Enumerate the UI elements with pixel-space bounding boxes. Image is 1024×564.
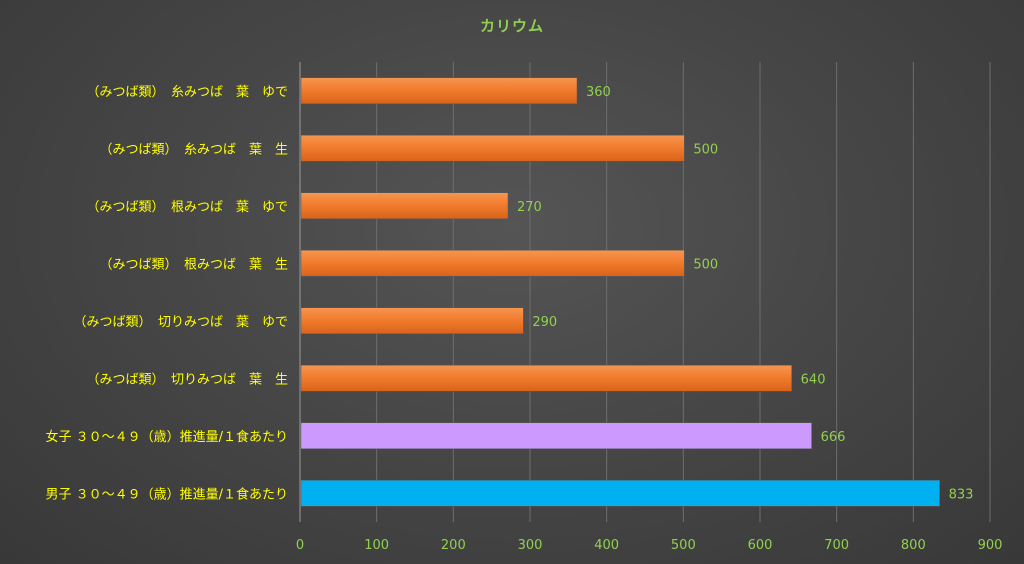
value-label: 666 (821, 430, 846, 445)
category-label: （みつば類） 根みつば 葉 生 (99, 257, 288, 272)
bar (300, 422, 812, 449)
category-label: 男子 ３０～４９（歳）推進量/１食あたり (45, 486, 288, 502)
chart-title: カリウム (480, 17, 544, 35)
bars-layer (300, 77, 940, 507)
x-tick-label: 700 (824, 538, 849, 553)
grid-layer (299, 62, 991, 522)
x-tick-label: 200 (441, 538, 466, 553)
category-label: （みつば類） 切りみつば 葉 ゆで (73, 315, 288, 330)
value-label: 833 (949, 487, 974, 502)
x-tick-label: 800 (901, 538, 926, 553)
bar (300, 250, 685, 277)
x-tick-label: 600 (748, 538, 773, 553)
category-label: （みつば類） 糸みつば 葉 ゆで (86, 85, 288, 100)
value-label: 360 (586, 85, 611, 100)
category-label: 女子 ３０～４９（歳）推進量/１食あたり (45, 429, 288, 445)
bar (300, 135, 685, 162)
labels-layer: 0 100 200 300 400 500 600 700 800 900 （みつば類） 糸みつば … (45, 85, 1002, 553)
x-tick-label: 0 (296, 538, 304, 553)
category-label: （みつば類） 糸みつば 葉 生 (99, 142, 288, 157)
bar (300, 307, 524, 334)
category-label: （みつば類） 根みつば 葉 ゆで (86, 200, 288, 215)
bar (300, 480, 940, 507)
value-label: 270 (517, 200, 542, 215)
value-label: 640 (801, 372, 826, 387)
value-label: 500 (693, 257, 718, 272)
x-tick-label: 900 (978, 538, 1003, 553)
x-tick-label: 300 (518, 538, 543, 553)
value-label: 500 (693, 142, 718, 157)
bar (300, 77, 578, 104)
bar (300, 365, 792, 392)
x-tick-label: 100 (364, 538, 389, 553)
value-label: 290 (532, 315, 557, 330)
x-tick-label: 500 (671, 538, 696, 553)
bar (300, 192, 509, 219)
x-tick-label: 400 (594, 538, 619, 553)
category-label: （みつば類） 切りみつば 葉 生 (86, 372, 288, 387)
